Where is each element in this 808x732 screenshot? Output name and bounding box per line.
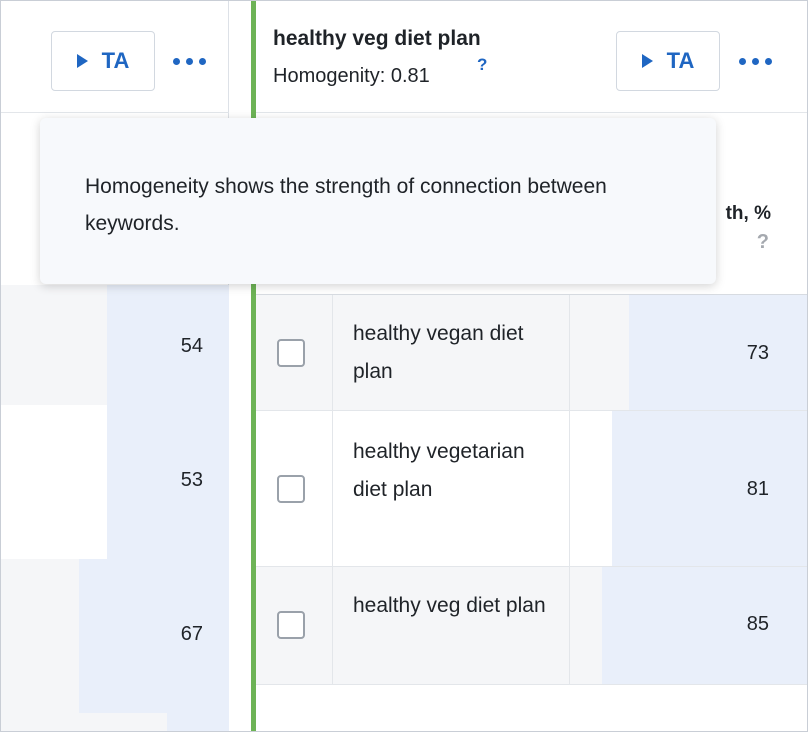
right-ta-button[interactable]: TA [616, 31, 720, 91]
row-checkbox[interactable] [277, 611, 305, 639]
right-cluster-panel: healthy veg diet plan Homogenity: 0.81 ?… [251, 1, 807, 731]
table-row [1, 713, 229, 731]
homogeneity-label: Homogenity: 0.81 [273, 65, 430, 87]
play-icon [76, 54, 88, 68]
table-row: 54 [1, 285, 229, 405]
table-row: 67 [1, 559, 229, 713]
tooltip-text: Homogeneity shows the strength of connec… [85, 175, 607, 235]
strength-value: 73 [746, 342, 769, 364]
strength-value: 85 [746, 613, 769, 635]
left-row-value: 54 [180, 335, 203, 357]
right-cluster-header: healthy veg diet plan Homogenity: 0.81 ?… [256, 1, 807, 113]
left-cluster-panel: TA 54 53 67 [1, 1, 229, 731]
left-more-options-icon[interactable] [169, 51, 209, 71]
keyword-text: healthy vegan diet plan [353, 322, 524, 383]
row-checkbox[interactable] [277, 339, 305, 367]
table-row: healthy vegan diet plan 73 [256, 295, 807, 411]
play-icon [641, 54, 653, 68]
homogeneity-tooltip: Homogeneity shows the strength of connec… [40, 118, 716, 284]
keyword-text: healthy vegetarian diet plan [353, 440, 525, 501]
strength-value: 81 [746, 478, 769, 500]
left-cluster-header: TA [1, 1, 229, 113]
left-row-value: 67 [180, 623, 203, 645]
right-more-options-icon[interactable] [735, 51, 775, 71]
right-ta-label: TA [666, 48, 695, 73]
table-row: healthy vegetarian diet plan 81 [256, 411, 807, 567]
row-checkbox[interactable] [277, 475, 305, 503]
strength-help-icon[interactable]: ? [756, 231, 769, 253]
table-header: th, % ? [256, 113, 807, 295]
strength-column-header: th, % [725, 203, 771, 224]
table-row: 53 [1, 405, 229, 559]
cluster-title: healthy veg diet plan [273, 27, 481, 50]
left-ta-button[interactable]: TA [51, 31, 155, 91]
left-ta-label: TA [101, 48, 130, 73]
table-row: healthy veg diet plan 85 [256, 567, 807, 685]
left-row-value: 53 [180, 469, 203, 491]
homogeneity-help-icon[interactable]: ? [477, 55, 488, 74]
keyword-text: healthy veg diet plan [353, 594, 546, 617]
